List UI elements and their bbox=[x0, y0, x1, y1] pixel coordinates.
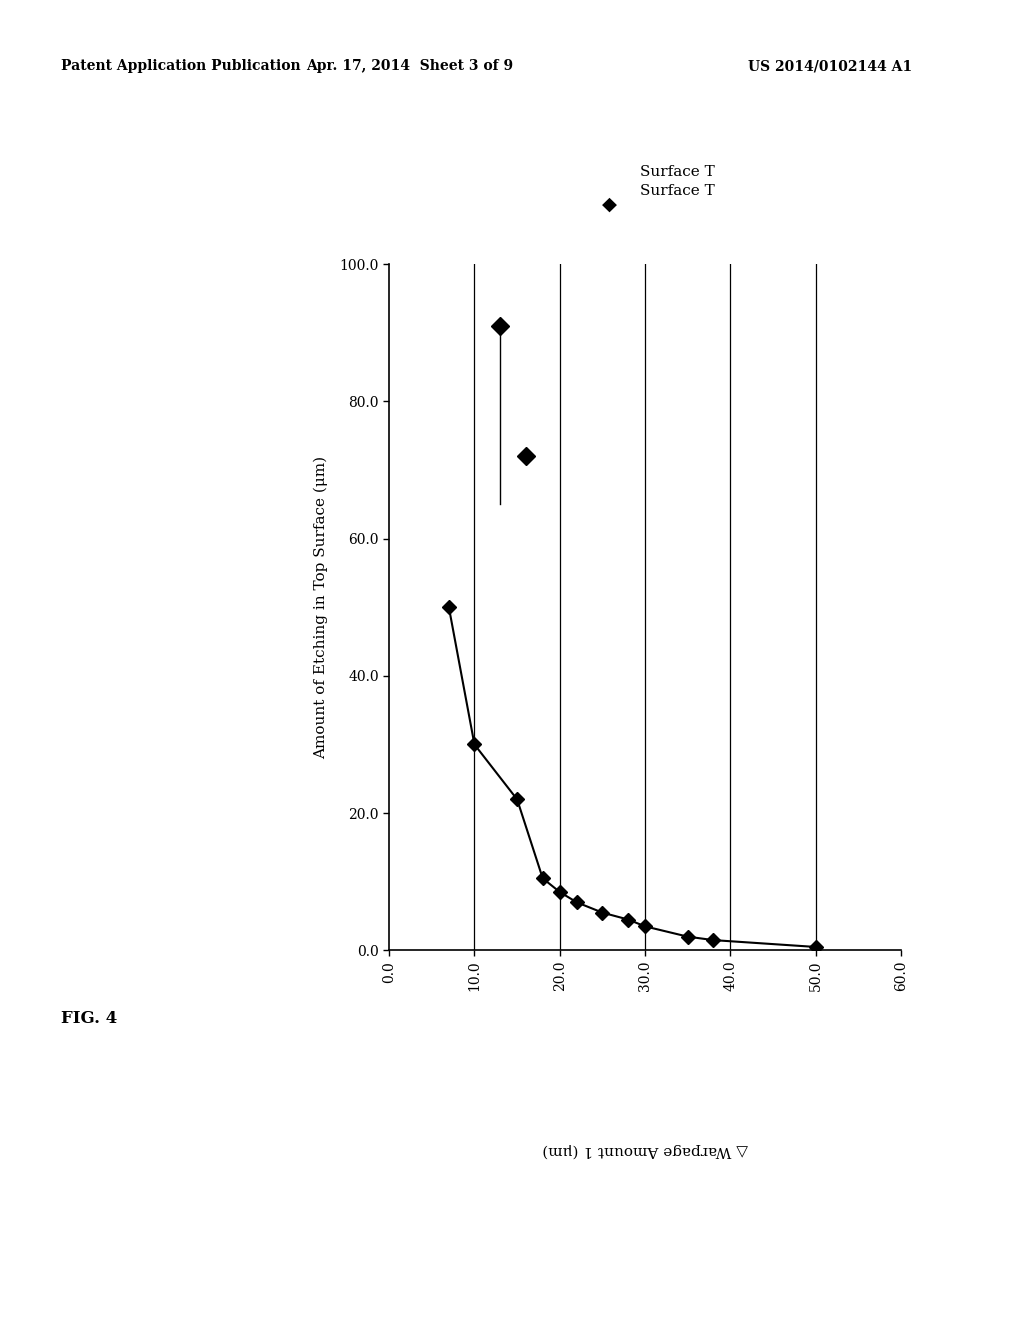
Text: US 2014/0102144 A1: US 2014/0102144 A1 bbox=[748, 59, 911, 74]
Y-axis label: Amount of Etching in Top Surface (μm): Amount of Etching in Top Surface (μm) bbox=[313, 455, 329, 759]
Text: Surface T: Surface T bbox=[640, 185, 715, 198]
Text: Apr. 17, 2014  Sheet 3 of 9: Apr. 17, 2014 Sheet 3 of 9 bbox=[306, 59, 513, 74]
Text: FIG. 4: FIG. 4 bbox=[61, 1010, 118, 1027]
Text: Patent Application Publication: Patent Application Publication bbox=[61, 59, 301, 74]
Text: ◆: ◆ bbox=[602, 195, 616, 214]
Text: Surface T: Surface T bbox=[640, 165, 715, 178]
Text: △ Warpage Amount 1 (μm): △ Warpage Amount 1 (μm) bbox=[543, 1143, 748, 1158]
